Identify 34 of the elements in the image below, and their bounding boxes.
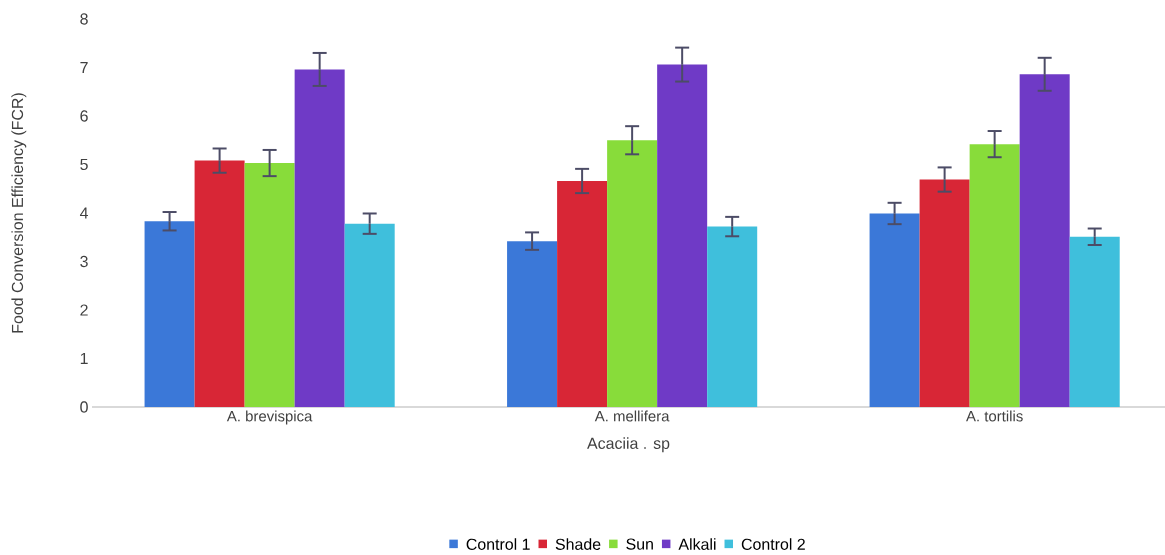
bar: [1069, 236, 1120, 407]
y-tick-label: 0: [80, 401, 88, 413]
legend-label: Alkali: [678, 538, 716, 550]
bar: [344, 223, 395, 407]
y-tick-label: 3: [80, 255, 88, 268]
legend-label: Shade: [555, 538, 601, 550]
bar: [244, 163, 295, 407]
x-tick-label: A. brevispica: [226, 410, 313, 425]
y-tick-label: 1: [80, 353, 88, 364]
legend-label: Sun: [626, 538, 653, 550]
y-axis-title: Food Conversion Efficiency (FCR): [11, 93, 27, 333]
y-tick-label: 5: [80, 158, 88, 171]
y-tick-label: 6: [80, 110, 88, 122]
x-tick-label: A. tortilis: [966, 410, 1023, 422]
bar: [194, 160, 245, 407]
bar: [969, 144, 1020, 407]
y-tick-label: 4: [79, 207, 89, 219]
legend-label: Control 2: [741, 538, 805, 550]
bar: [707, 226, 758, 407]
bar: [507, 241, 558, 407]
bar: [869, 213, 920, 407]
x-axis-title: Acaciia . sp: [587, 437, 670, 453]
y-tick-label: 8: [80, 13, 88, 25]
legend-label: Control 1: [466, 538, 530, 550]
bar: [607, 140, 658, 407]
bar: [657, 64, 708, 407]
bar: [919, 179, 970, 407]
bar: [557, 180, 608, 407]
x-tick-label: A. mellifera: [594, 410, 670, 422]
bar: [144, 221, 195, 407]
bar: [294, 69, 345, 407]
y-tick-label: 7: [80, 62, 88, 73]
bar: [1019, 74, 1070, 407]
y-tick-label: 2: [80, 304, 88, 316]
